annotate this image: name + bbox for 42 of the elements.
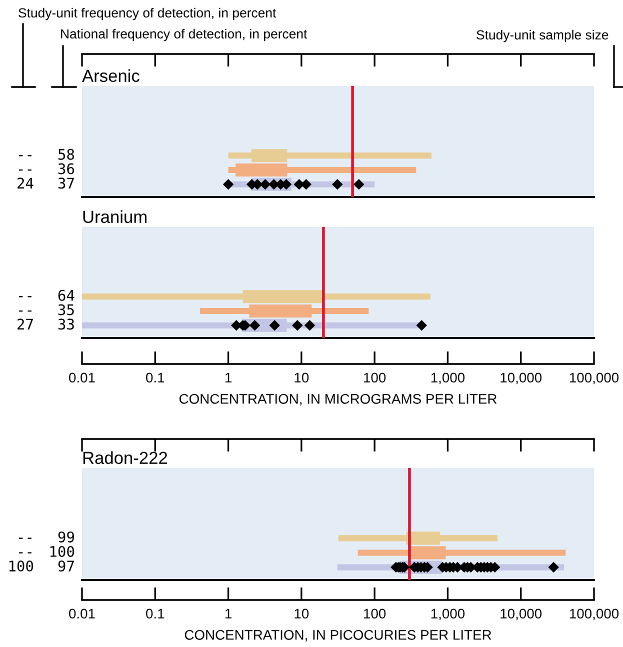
category-label: 100 [50,546,74,558]
chart-title: Uranium [83,210,146,224]
category-label: 99 [58,531,74,542]
category-label: 64 [58,290,74,301]
x-axis-title: CONCENTRATION, IN PICOCURIES PER LITER [184,630,492,642]
x-tick-label: 1 [225,372,232,382]
x-tick-label: 100 [364,608,386,619]
x-axis-title: CONCENTRATION, IN MICROGRAMS PER LITER [179,394,497,406]
x-tick-label: 100 [364,372,386,383]
chart-title: Arsenic [82,69,140,82]
y2-tick-label: 27 [18,318,33,330]
y2-tick-label: 100 [9,560,34,572]
x-tick-label: 1,000 [431,372,465,384]
x-tick-label: 0.1 [146,372,164,383]
x-tick-label: 0.1 [146,608,164,619]
y2-tick-label: 24 [18,178,34,188]
y2-tick-label: -- [18,169,32,171]
x-tick-label: 10,000 [500,608,542,620]
chart-title: Radon-222 [83,451,168,464]
category-label: 97 [58,560,74,572]
category-label: 36 [58,163,74,174]
x-tick-label: 0.01 [69,608,95,619]
x-tick-label: 10 [294,608,309,619]
x-tick-label: 100,000 [570,372,619,384]
text: Study-unit sample size [476,30,608,42]
y2-tick-label: -- [18,296,32,298]
category-label: 35 [58,304,74,316]
y2-tick-label: -- [18,310,32,312]
x-tick-label: 100,000 [570,608,619,620]
category-label: 37 [58,178,74,189]
category-label: 58 [58,148,74,160]
text: Study-unit frequency of detection, in percent [18,8,276,20]
category-label: 33 [58,318,74,330]
x-tick-label: 10,000 [500,372,542,384]
y2-tick-label: -- [18,538,32,539]
x-tick-label: 1,000 [431,608,465,620]
x-tick-label: 0.01 [69,372,95,383]
y2-tick-label: -- [18,155,32,156]
text: National frequency of detection, in percent [61,28,308,42]
y2-tick-label: -- [18,552,32,554]
x-tick-label: 10 [294,372,309,383]
x-tick-label: 1 [225,608,232,618]
